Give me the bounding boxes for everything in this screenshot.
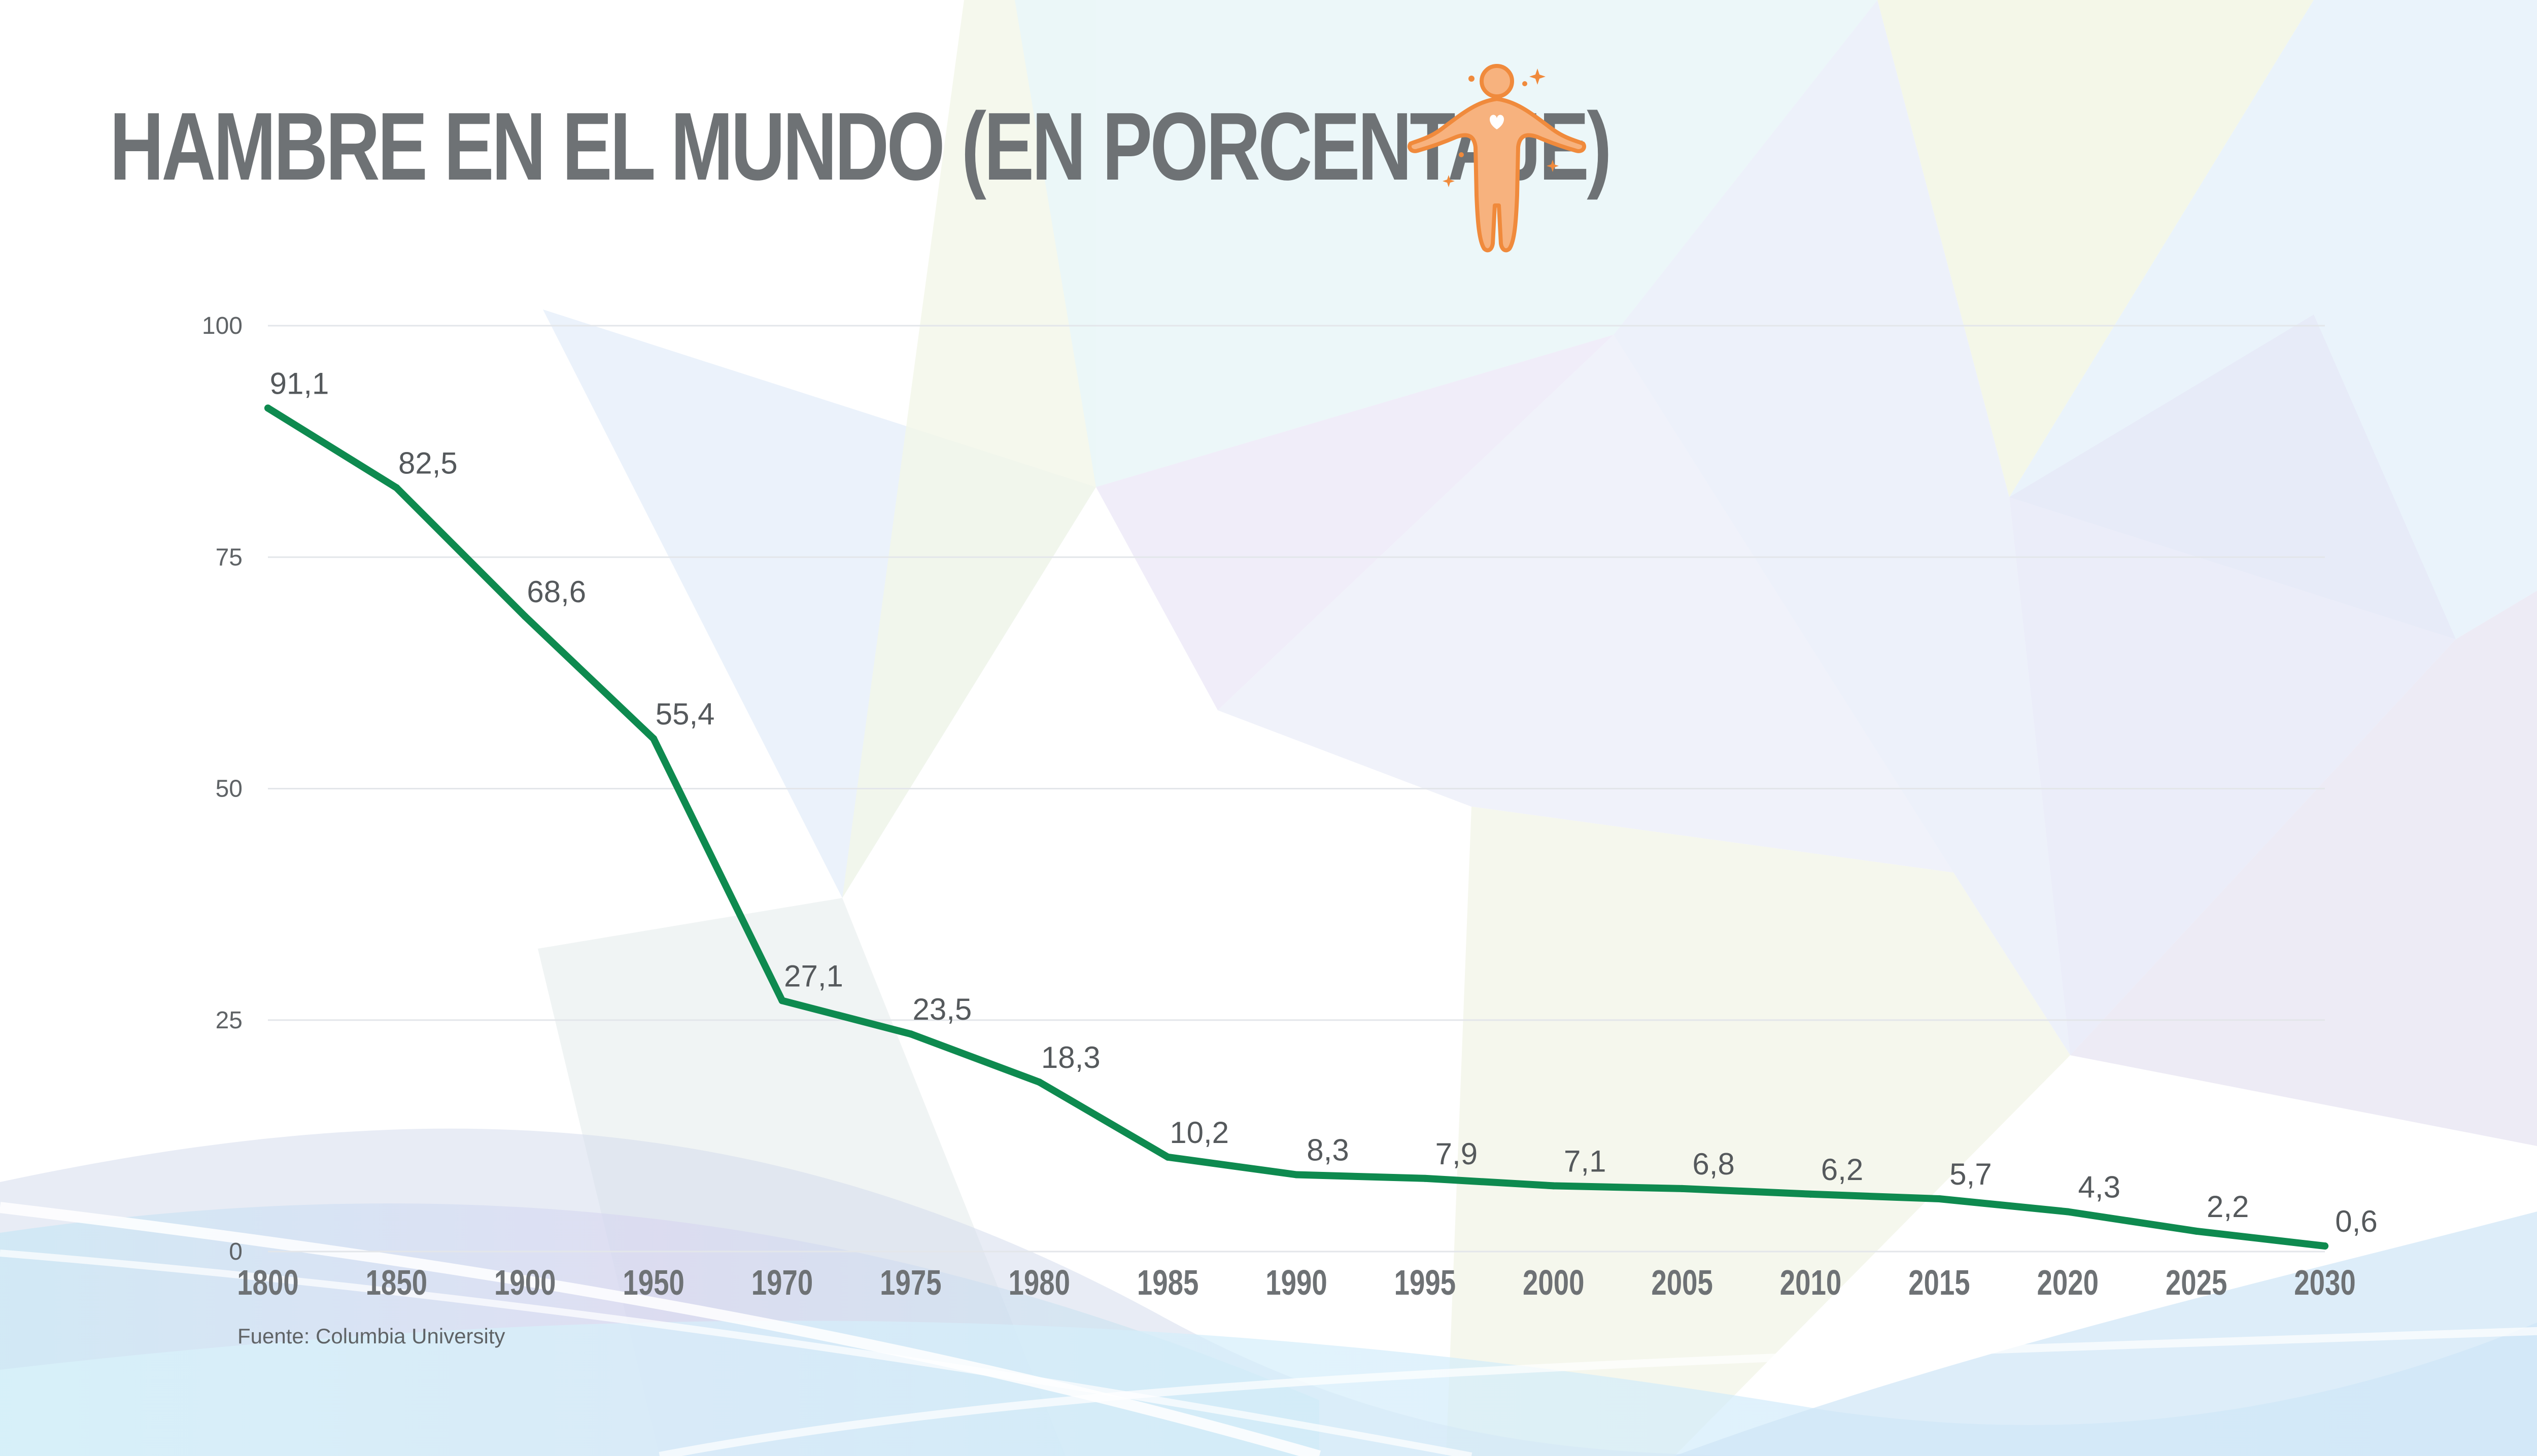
data-point [1036, 1079, 1043, 1086]
data-label: 4,3 [2078, 1170, 2120, 1204]
y-tick-label: 75 [216, 544, 243, 571]
x-tick-label: 2020 [2037, 1263, 2099, 1303]
data-label: 23,5 [912, 992, 972, 1026]
data-label: 2,2 [2207, 1190, 2249, 1224]
data-point [1164, 1153, 1172, 1161]
y-tick-label: 0 [229, 1238, 243, 1265]
data-point [2064, 1208, 2072, 1216]
chart-title: HAMBRE EN EL MUNDO (EN PORCENTAJE) [110, 93, 1612, 200]
data-labels: 91,1 82,5 68,6 55,4 27,1 23,5 18,3 10,2 8,3 7,9 7,… [270, 366, 2378, 1238]
data-label: 10,2 [1170, 1116, 1229, 1150]
x-tick-label: 2030 [2294, 1263, 2355, 1303]
y-tick-label: 100 [202, 313, 243, 339]
data-point [521, 613, 529, 620]
data-point [1421, 1174, 1429, 1182]
data-point [907, 1030, 914, 1038]
x-tick-label: 1970 [751, 1263, 813, 1303]
x-tick-label: 1990 [1265, 1263, 1327, 1303]
y-tick-label: 50 [216, 776, 243, 803]
data-point [650, 735, 658, 742]
data-label: 6,8 [1692, 1147, 1734, 1181]
data-point [1807, 1190, 1814, 1198]
data-label: 0,6 [2335, 1204, 2377, 1238]
data-point [2321, 1242, 2328, 1250]
person-open-arms-icon [1408, 64, 1586, 253]
x-tick-label: 2010 [1780, 1263, 1841, 1303]
x-tick-label: 2005 [1651, 1263, 1712, 1303]
data-point [1293, 1171, 1300, 1178]
data-label: 7,1 [1564, 1144, 1606, 1178]
data-label: 68,6 [527, 575, 586, 609]
data-point [2192, 1227, 2200, 1235]
x-axis: 1800 1850 1900 1950 1970 1975 1980 1985 1990 1995… [237, 1263, 2355, 1303]
x-tick-label: 1980 [1009, 1263, 1070, 1303]
source-note: Fuente: Columbia University [237, 1324, 505, 1348]
data-point [1678, 1185, 1686, 1192]
data-label: 18,3 [1041, 1041, 1101, 1074]
gridlines [268, 325, 2325, 1253]
data-point [1550, 1182, 1557, 1190]
x-tick-label: 1985 [1137, 1263, 1198, 1303]
x-tick-label: 1850 [366, 1263, 427, 1303]
x-tick-label: 2000 [1523, 1263, 1584, 1303]
x-tick-label: 2015 [1908, 1263, 1970, 1303]
series-line [264, 404, 2328, 1250]
data-label: 55,4 [656, 697, 715, 731]
data-point [778, 997, 786, 1004]
data-point [393, 484, 400, 492]
x-tick-label: 1975 [880, 1263, 941, 1303]
x-tick-label: 1900 [494, 1263, 556, 1303]
data-points [264, 404, 2328, 1250]
data-label: 91,1 [270, 366, 329, 400]
data-point [1935, 1195, 1943, 1202]
y-tick-label: 25 [216, 1007, 243, 1034]
data-label: 7,9 [1435, 1137, 1478, 1171]
data-point [264, 404, 271, 412]
data-label: 82,5 [398, 446, 458, 480]
x-tick-label: 2025 [2166, 1263, 2227, 1303]
x-tick-label: 1800 [237, 1263, 298, 1303]
data-label: 27,1 [784, 959, 843, 993]
data-label: 5,7 [1949, 1157, 1992, 1191]
data-label: 8,3 [1307, 1133, 1349, 1167]
y-axis: 0 25 50 75 100 [202, 313, 243, 1265]
x-tick-label: 1950 [623, 1263, 684, 1303]
data-label: 6,2 [1821, 1153, 1863, 1187]
x-tick-label: 1995 [1394, 1263, 1456, 1303]
